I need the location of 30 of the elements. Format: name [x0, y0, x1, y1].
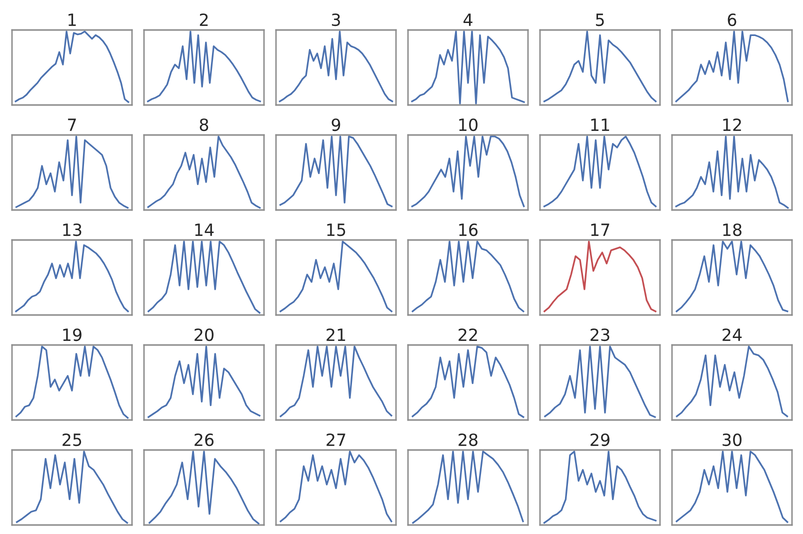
chart-title: 6 [728, 13, 736, 26]
chart-title: 28 [458, 433, 478, 446]
chart-title: 2 [200, 13, 208, 26]
chart-title: 8 [200, 118, 208, 132]
chart-title: 3 [332, 13, 340, 26]
chart-title: 27 [326, 433, 346, 446]
chart-title: 9 [332, 118, 340, 132]
chart-title: 30 [722, 433, 742, 446]
chart-title: 12 [723, 118, 741, 131]
chart-title: 7 [68, 118, 76, 131]
chart-title: 24 [722, 328, 742, 341]
chart-title: 11 [591, 118, 610, 131]
chart-title: 29 [590, 433, 610, 446]
chart-title: 21 [326, 328, 346, 341]
chart-title: 23 [590, 328, 610, 342]
chart-title: 15 [327, 224, 346, 236]
chart-title: 5 [596, 14, 604, 26]
chart-title: 16 [459, 223, 478, 236]
chart-title: 20 [194, 328, 214, 342]
chart-title: 19 [63, 328, 82, 342]
chart-title: 4 [464, 14, 472, 26]
chart-title: 26 [194, 433, 214, 446]
chart-title: 13 [63, 223, 82, 236]
chart-title: 10 [459, 118, 478, 132]
chart-title: 14 [195, 224, 214, 236]
chart-title: 18 [723, 223, 742, 236]
chart-title: 1 [68, 14, 76, 26]
chart-title: 17 [591, 224, 610, 236]
chart-title: 25 [62, 433, 82, 446]
chart-title: 22 [458, 328, 477, 341]
